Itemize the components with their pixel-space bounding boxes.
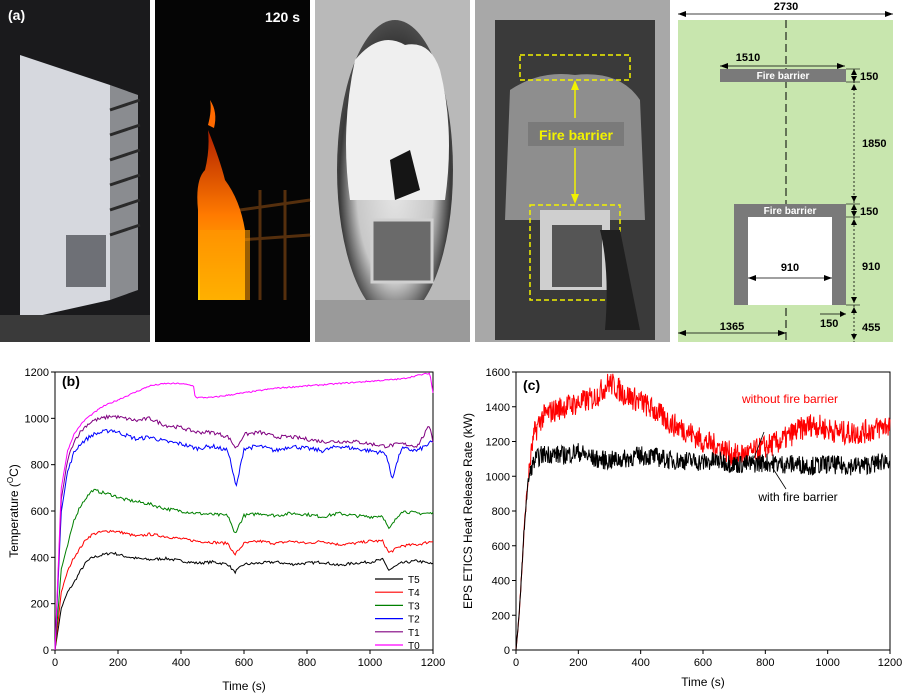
chart-c-ytick-label-8: 1600: [486, 367, 510, 379]
chart-c-xtick-label-0: 0: [513, 657, 519, 669]
chart-c: 0 200 400 600 800 1000 1200 0 200 400 600 800 1000 12…: [461, 367, 902, 689]
dim-sill: 455: [862, 322, 880, 334]
chart-c-xtick-label-6: 1200: [878, 657, 902, 669]
chart-c-xtick-label-2: 400: [631, 657, 649, 669]
chart-c-panel-label: (c): [523, 377, 540, 393]
chart-c-series-line-1: [515, 443, 891, 651]
photo-1-facade: [0, 0, 150, 342]
chart-b-frame: [54, 371, 434, 651]
chart-b-series-line-0: [54, 551, 434, 651]
chart-b-xtick-label-3: 600: [235, 657, 253, 669]
chart-c-xtick-label-5: 1000: [815, 657, 839, 669]
chart-c-series-line-0: [515, 373, 891, 651]
chart-b-xtick-label-2: 400: [172, 657, 190, 669]
chart-b-ylabel: Temperature (OC): [6, 464, 21, 558]
chart-b-ytick-label-3: 600: [31, 506, 49, 518]
dimension-drawing: [678, 11, 893, 342]
legend-label-T5: T5: [408, 575, 420, 586]
chart-c-ytick-label-7: 1400: [486, 402, 510, 414]
chart-b-series-line-4: [54, 414, 434, 651]
chart-b-ytick-label-0: 0: [43, 645, 49, 657]
chart-b-series-line-2: [54, 488, 434, 651]
chart-c-ylabel: EPS ETICS Heat Release Rate (kW): [461, 413, 475, 609]
chart-c-ytick-label-0: 0: [504, 645, 510, 657]
chart-b-ytick-label-4: 800: [31, 460, 49, 472]
legend-label-T4: T4: [408, 588, 420, 599]
annotation-with-barrier: with fire barrier: [757, 490, 837, 504]
chart-b-series-line-5: [54, 372, 434, 651]
chart-b-xtick-label-5: 1000: [358, 657, 382, 669]
chart-b-series: [54, 372, 434, 651]
dim-barrier-width: 1510: [736, 52, 760, 64]
chart-c-series: [515, 373, 891, 651]
dim-window-width: 910: [781, 262, 799, 274]
barrier-top: [720, 69, 846, 82]
chart-b-panel-label: (b): [62, 373, 80, 389]
dim-window-height: 910: [862, 261, 880, 273]
chart-b: 0 200 400 600 800 1000 1200 0 200 400 600 800 1000 12…: [6, 367, 445, 693]
barrier-bottom: [734, 204, 846, 217]
chart-c-xtick-label-4: 800: [756, 657, 774, 669]
dim-barrier-top: 150: [860, 71, 878, 83]
chart-c-ytick-label-3: 600: [492, 541, 510, 553]
chart-b-xtick-label-0: 0: [52, 657, 58, 669]
chart-b-legend: T5 T4 T3 T2 T1 T0: [375, 575, 420, 652]
chart-c-xtick-label-1: 200: [569, 657, 587, 669]
chart-b-ytick-label-2: 400: [31, 552, 49, 564]
legend-label-T1: T1: [408, 628, 420, 639]
chart-b-ytick-label-1: 200: [31, 599, 49, 611]
chart-b-xlabel: Time (s): [222, 679, 266, 693]
chart-c-ticks: 0 200 400 600 800 1000 1200 0 200 400 600 800 1000 12…: [486, 367, 903, 669]
photo-3-burnt-wall: [315, 0, 470, 342]
legend-label-T3: T3: [408, 601, 420, 612]
chart-b-series-line-3: [54, 429, 434, 651]
dim-gap: 1850: [862, 138, 886, 150]
chart-c-ytick-label-5: 1000: [486, 471, 510, 483]
chart-c-xlabel: Time (s): [681, 675, 725, 689]
chart-c-ytick-label-4: 800: [492, 506, 510, 518]
annotation-without-barrier: without fire barrier: [741, 392, 838, 406]
dim-half-width: 1365: [720, 321, 744, 333]
chart-b-ticks: 0 200 400 600 800 1000 1200 0 200 400 600 800 1000 12…: [25, 367, 446, 669]
legend-label-T2: T2: [408, 615, 420, 626]
panel-a-label: (a): [8, 7, 25, 23]
chart-c-ytick-label-1: 200: [492, 610, 510, 622]
chart-b-xtick-label-4: 800: [298, 657, 316, 669]
fire-barrier-callout: Fire barrier: [539, 127, 613, 143]
chart-b-xtick-label-6: 1200: [421, 657, 445, 669]
dim-barrier-bottom: 150: [860, 206, 878, 218]
photo-2-fire: [155, 0, 311, 342]
chart-b-xtick-label-1: 200: [109, 657, 127, 669]
drawing-barrier-top-label: Fire barrier: [757, 71, 810, 82]
chart-b-series-line-1: [54, 529, 434, 651]
chart-c-ytick-label-6: 1200: [486, 437, 510, 449]
dim-side: 150: [820, 318, 838, 330]
chart-c-ytick-label-2: 400: [492, 576, 510, 588]
time-stamp: 120 s: [265, 9, 300, 25]
dim-total-width: 2730: [774, 1, 798, 13]
photo-4-barrier-wall: [475, 0, 670, 342]
chart-c-xtick-label-3: 600: [694, 657, 712, 669]
chart-b-ytick-label-6: 1200: [25, 367, 49, 379]
chart-b-ytick-label-5: 1000: [25, 413, 49, 425]
legend-label-T0: T0: [408, 641, 420, 652]
drawing-barrier-bottom-label: Fire barrier: [764, 206, 817, 217]
